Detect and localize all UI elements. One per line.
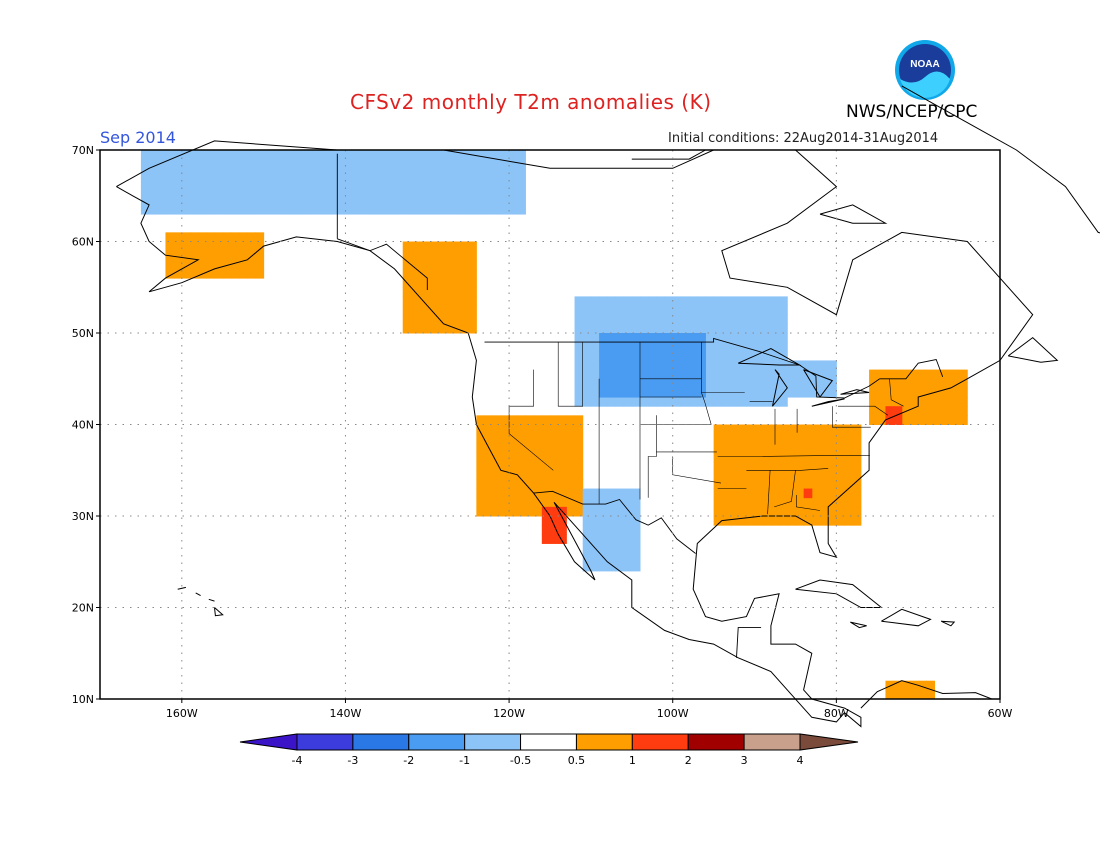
colorbar-label: -4: [292, 754, 303, 767]
anomaly-region-alaska-south-warm: [165, 232, 265, 279]
colorbar-label: -0.5: [510, 754, 531, 767]
colorbar-box: [464, 733, 522, 751]
agency-label: NWS/NCEP/CPC: [846, 102, 978, 122]
lon-label: 140W: [330, 707, 362, 720]
lat-label: 40N: [72, 419, 94, 432]
initial-conditions: Initial conditions: 22Aug2014-31Aug2014: [668, 131, 939, 146]
valid-month: Sep 2014: [100, 128, 176, 147]
state-border: [838, 405, 889, 416]
anomaly-region-ontario-cold: [754, 360, 837, 398]
lon-label: 160W: [166, 707, 198, 720]
lat-label: 10N: [72, 693, 94, 706]
colorbar-label: 3: [741, 754, 748, 767]
noaa-logo-text: NOAA: [910, 59, 939, 70]
colorbar-label: 0.5: [568, 754, 586, 767]
country-border: [337, 238, 428, 290]
anomaly-region-northeast-hot: [885, 406, 903, 425]
colorbar-box: [687, 733, 745, 751]
coastline-segment: [840, 389, 870, 395]
colorbar-box: [520, 733, 577, 751]
colorbar-arrow-right: [799, 733, 859, 751]
coastline-segment: [860, 680, 992, 709]
anomaly-region-california-warm: [476, 415, 584, 517]
colorbar-box: [408, 733, 466, 751]
coastline-segment: [881, 608, 932, 627]
colorbar-label: 1: [629, 754, 636, 767]
colorbar-label: 4: [797, 754, 804, 767]
lat-label: 60N: [72, 236, 94, 249]
coastline-segment: [803, 369, 834, 398]
lon-label: 80W: [824, 707, 849, 720]
country-border: [484, 337, 944, 399]
anomaly-region-southwest-cold: [582, 488, 641, 572]
anomaly-region-northern-plains-cold: [599, 333, 706, 398]
state-border: [701, 342, 712, 425]
coastline-segment: [772, 369, 788, 407]
lat-label: 20N: [72, 602, 94, 615]
colorbar-box: [575, 733, 633, 751]
chart-title: CFSv2 monthly T2m anomalies (K): [350, 90, 712, 114]
anomaly-region-venezuela-warm: [885, 680, 936, 700]
state-border: [557, 342, 583, 407]
state-border: [717, 455, 870, 457]
coastline-segment: [631, 149, 706, 160]
colorbar-box: [352, 733, 410, 751]
colorbar-box: [631, 733, 689, 751]
coastline-segment: [901, 85, 1100, 234]
lon-label: 120W: [493, 707, 525, 720]
state-border: [746, 468, 829, 471]
state-border: [889, 378, 904, 407]
country-border: [736, 627, 762, 658]
colorbar-label: -2: [403, 754, 414, 767]
coastline-segment: [850, 621, 867, 629]
colorbar-box: [296, 733, 354, 751]
coastline-segment: [811, 398, 845, 407]
coastline-segment: [1007, 336, 1059, 363]
coastline-segment: [214, 607, 224, 617]
coastline-segment: [795, 579, 883, 608]
colorbar-arrow-left: [239, 733, 298, 751]
lat-label: 30N: [72, 510, 94, 523]
state-border: [796, 495, 821, 511]
state-border: [647, 415, 657, 498]
lon-label: 100W: [657, 707, 689, 720]
colorbar-label: -1: [459, 754, 470, 767]
lat-label: 70N: [72, 144, 94, 157]
anomaly-region-southeast-warm: [713, 424, 862, 526]
coastline-segment: [195, 592, 201, 597]
state-border: [832, 406, 871, 428]
coastline-segment: [940, 620, 956, 627]
colorbar-label: -3: [347, 754, 358, 767]
colorbar-box: [743, 733, 801, 751]
coastline-segment: [819, 204, 888, 224]
country-border: [533, 490, 696, 554]
colorbar-label: 2: [685, 754, 692, 767]
coastline-segment: [177, 586, 187, 590]
state-border: [672, 456, 722, 484]
lat-label: 50N: [72, 327, 94, 340]
anomaly-region-southeast-hot: [803, 488, 813, 499]
noaa-logo-icon: NOAA: [895, 40, 955, 100]
lon-label: 60W: [988, 707, 1013, 720]
anomaly-region-alaska-north-cold-light: [140, 150, 526, 215]
coastline-segment: [116, 140, 1034, 728]
state-border: [774, 470, 796, 508]
coastline-segment: [208, 598, 215, 602]
state-border: [767, 470, 771, 515]
